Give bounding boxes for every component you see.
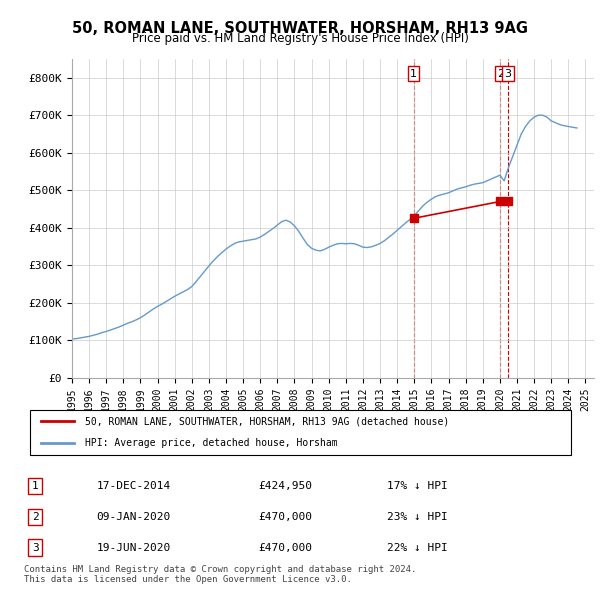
Text: £424,950: £424,950 (259, 481, 313, 491)
Text: 19-JUN-2020: 19-JUN-2020 (97, 543, 171, 553)
Text: 50, ROMAN LANE, SOUTHWATER, HORSHAM, RH13 9AG (detached house): 50, ROMAN LANE, SOUTHWATER, HORSHAM, RH1… (85, 416, 449, 426)
FancyBboxPatch shape (29, 409, 571, 455)
Text: 17-DEC-2014: 17-DEC-2014 (97, 481, 171, 491)
Text: 17% ↓ HPI: 17% ↓ HPI (387, 481, 448, 491)
Text: 22% ↓ HPI: 22% ↓ HPI (387, 543, 448, 553)
Text: 09-JAN-2020: 09-JAN-2020 (97, 512, 171, 522)
Text: 2: 2 (32, 512, 38, 522)
Text: 1: 1 (32, 481, 38, 491)
Text: 1: 1 (410, 68, 417, 78)
Text: 2: 2 (497, 68, 504, 78)
Text: 50, ROMAN LANE, SOUTHWATER, HORSHAM, RH13 9AG: 50, ROMAN LANE, SOUTHWATER, HORSHAM, RH1… (72, 21, 528, 35)
Point (503, 196, 513, 206)
Text: HPI: Average price, detached house, Horsham: HPI: Average price, detached house, Hors… (85, 438, 338, 448)
Text: £470,000: £470,000 (259, 512, 313, 522)
Text: £470,000: £470,000 (259, 543, 313, 553)
Text: 3: 3 (32, 543, 38, 553)
Text: Price paid vs. HM Land Registry's House Price Index (HPI): Price paid vs. HM Land Registry's House … (131, 32, 469, 45)
Text: Contains HM Land Registry data © Crown copyright and database right 2024.
This d: Contains HM Land Registry data © Crown c… (24, 565, 416, 584)
Point (409, 214, 418, 223)
Point (496, 196, 505, 206)
Text: 23% ↓ HPI: 23% ↓ HPI (387, 512, 448, 522)
Text: 3: 3 (505, 68, 511, 78)
